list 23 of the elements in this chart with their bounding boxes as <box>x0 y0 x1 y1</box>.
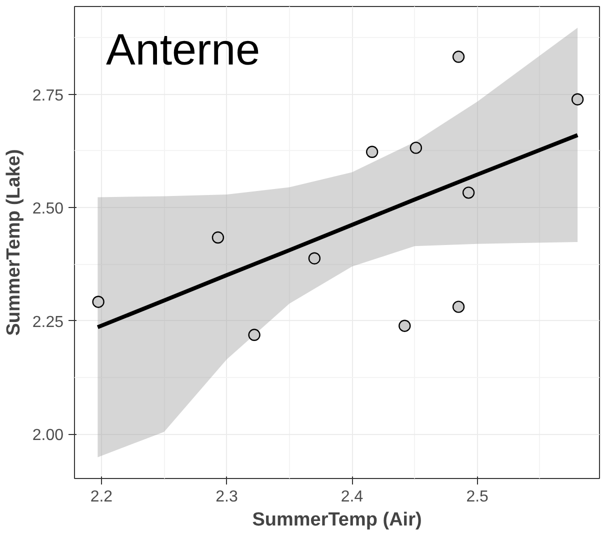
point <box>248 328 260 341</box>
point <box>452 300 465 313</box>
x-tick-label: 2.5 <box>466 488 489 506</box>
x-tick-label: 2.3 <box>216 488 238 506</box>
point <box>462 186 475 199</box>
x-tick-label: 2.4 <box>340 488 364 506</box>
x-axis-title: SummerTemp (Air) <box>252 510 422 530</box>
point <box>452 50 465 63</box>
point <box>308 252 321 264</box>
y-tick-label: 2.75 <box>32 87 64 104</box>
x-tick-label: 2.2 <box>90 488 113 506</box>
y-axis-title: SummerTemp (Lake) <box>3 149 24 336</box>
line-series <box>96 133 580 330</box>
y-tick-label: 2.00 <box>32 427 64 444</box>
point <box>571 93 584 106</box>
point <box>398 320 411 332</box>
annotation: Anterne <box>106 25 260 74</box>
point <box>92 296 104 308</box>
point <box>410 142 422 154</box>
point <box>366 146 378 158</box>
y-tick-label: 2.50 <box>32 200 64 218</box>
point <box>212 231 224 244</box>
y-tick-label: 2.25 <box>32 314 64 331</box>
